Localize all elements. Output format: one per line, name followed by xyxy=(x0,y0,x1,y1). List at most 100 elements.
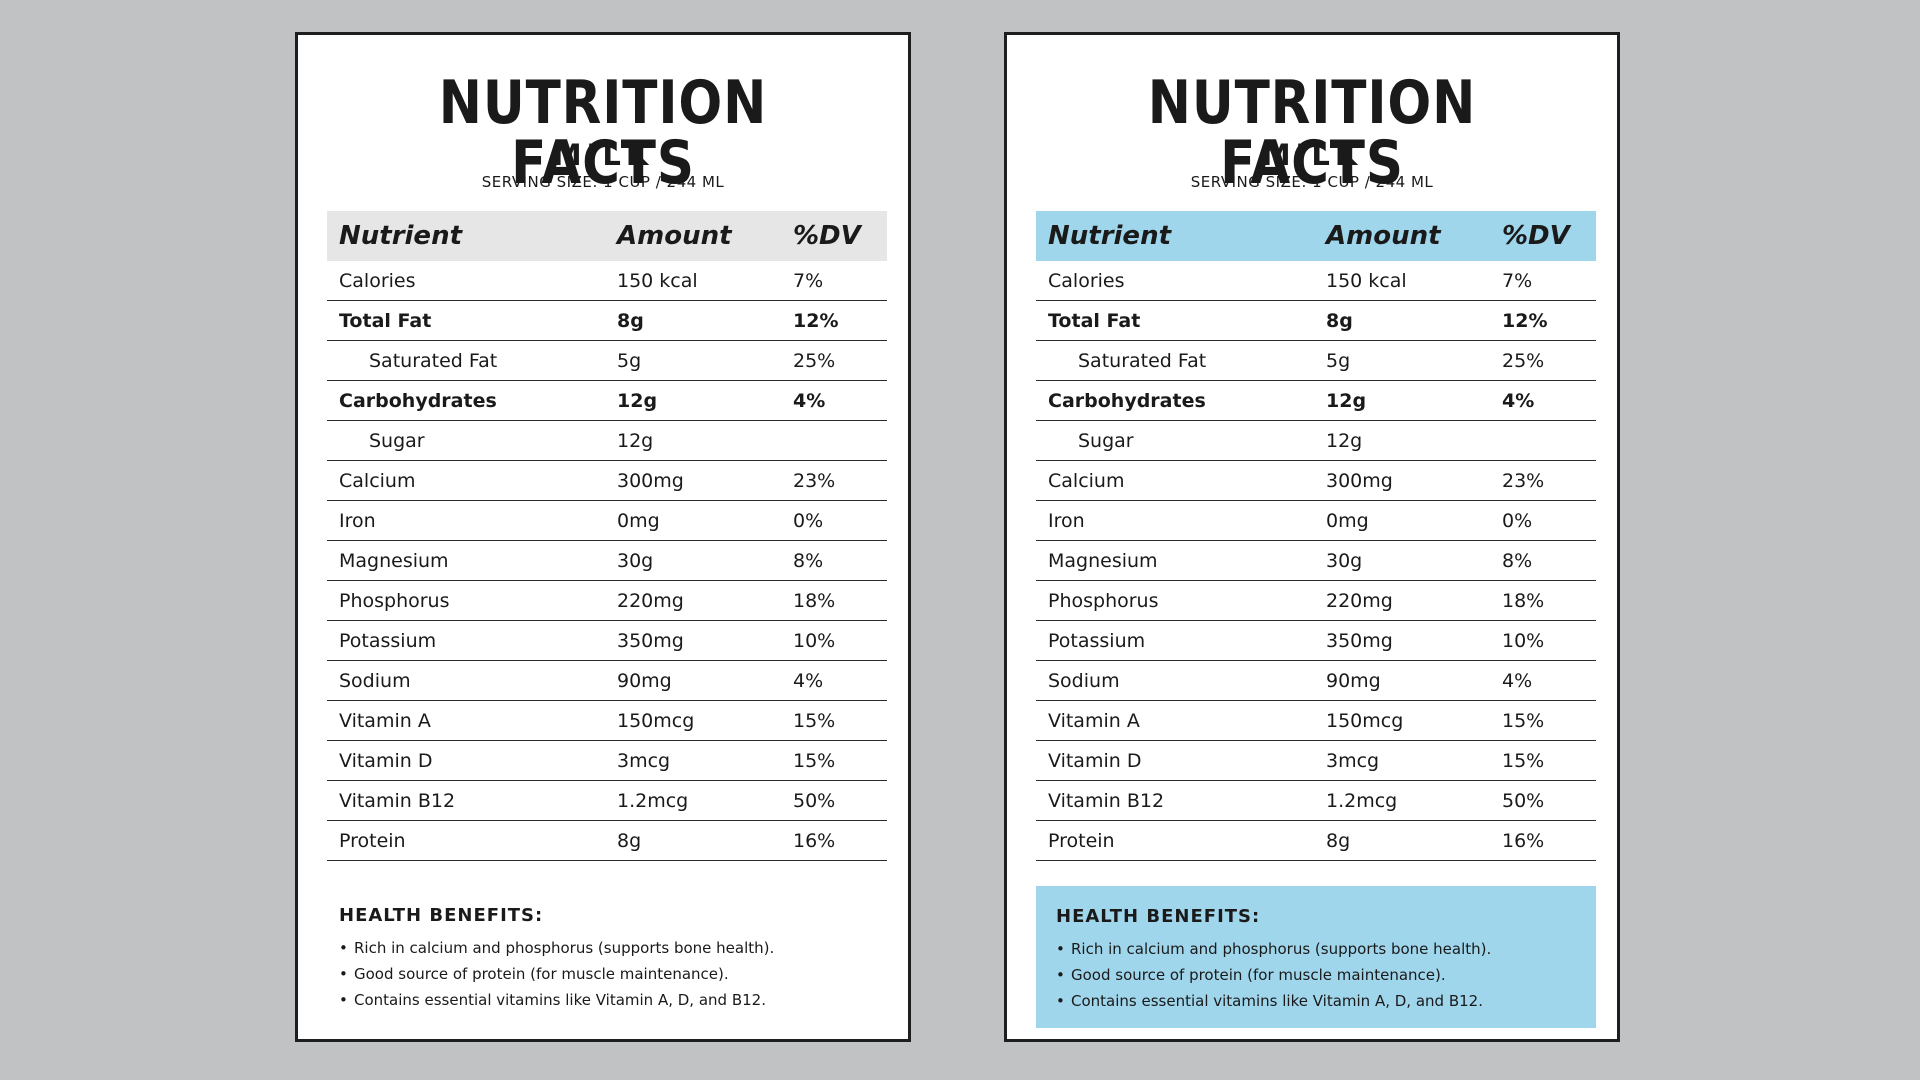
table-row: Protein 8g 16% xyxy=(327,821,887,861)
table-row: Vitamin D 3mcg 15% xyxy=(327,741,887,781)
header-amount: Amount xyxy=(617,221,732,251)
table-row: Vitamin A 150mcg 15% xyxy=(327,701,887,741)
table-row: Calcium 300mg 23% xyxy=(327,461,887,501)
row-dv: 12% xyxy=(1502,310,1548,332)
row-amount: 8g xyxy=(1326,830,1351,852)
benefit-item: Good source of protein (for muscle maint… xyxy=(1056,962,1596,988)
row-amount: 350mg xyxy=(617,630,684,652)
row-nutrient: Iron xyxy=(1048,510,1085,532)
benefit-item: Rich in calcium and phosphorus (supports… xyxy=(1056,936,1596,962)
table-header: Nutrient Amount %DV xyxy=(327,211,887,261)
row-dv: 15% xyxy=(1502,710,1545,732)
row-dv: 10% xyxy=(1502,630,1545,652)
row-amount: 150 kcal xyxy=(1326,270,1407,292)
benefit-item: Rich in calcium and phosphorus (supports… xyxy=(339,935,887,961)
row-amount: 1.2mcg xyxy=(617,790,689,812)
table-row: Protein 8g 16% xyxy=(1036,821,1596,861)
row-amount: 150mcg xyxy=(617,710,695,732)
row-dv: 15% xyxy=(793,710,836,732)
row-dv: 18% xyxy=(793,590,836,612)
table-row: Sugar 12g xyxy=(1036,421,1596,461)
row-amount: 30g xyxy=(1326,550,1363,572)
row-nutrient: Vitamin B12 xyxy=(1048,790,1165,812)
nutrition-label-gray: NUTRITION FACTS MILK SERVING SIZE: 1 CUP… xyxy=(295,32,911,1042)
row-nutrient: Vitamin D xyxy=(339,750,433,772)
table-row: Calories 150 kcal 7% xyxy=(1036,261,1596,301)
row-dv: 12% xyxy=(793,310,839,332)
row-amount: 8g xyxy=(617,310,644,332)
row-dv: 50% xyxy=(1502,790,1545,812)
row-nutrient: Iron xyxy=(339,510,376,532)
row-dv: 0% xyxy=(1502,510,1533,532)
nutrition-label-blue: NUTRITION FACTS MILK SERVING SIZE: 1 CUP… xyxy=(1004,32,1620,1042)
table-row: Saturated Fat 5g 25% xyxy=(327,341,887,381)
table-row: Iron 0mg 0% xyxy=(327,501,887,541)
row-nutrient: Protein xyxy=(339,830,406,852)
row-nutrient: Phosphorus xyxy=(1048,590,1159,612)
table-row: Total Fat 8g 12% xyxy=(1036,301,1596,341)
row-dv: 50% xyxy=(793,790,836,812)
serving-size: SERVING SIZE: 1 CUP / 244 ML xyxy=(481,173,725,191)
health-benefits: HEALTH BENEFITS: Rich in calcium and pho… xyxy=(1036,886,1596,1028)
row-nutrient: Saturated Fat xyxy=(1078,350,1207,372)
row-nutrient: Carbohydrates xyxy=(1048,390,1206,412)
table-row: Sodium 90mg 4% xyxy=(1036,661,1596,701)
row-dv: 4% xyxy=(1502,670,1533,692)
row-amount: 300mg xyxy=(1326,470,1393,492)
row-amount: 220mg xyxy=(617,590,684,612)
row-dv: 15% xyxy=(1502,750,1545,772)
row-amount: 300mg xyxy=(617,470,684,492)
row-amount: 90mg xyxy=(1326,670,1381,692)
row-dv: 16% xyxy=(793,830,836,852)
table-row: Carbohydrates 12g 4% xyxy=(1036,381,1596,421)
label-title: NUTRITION FACTS xyxy=(438,68,768,198)
benefit-item: Contains essential vitamins like Vitamin… xyxy=(1056,988,1596,1014)
table-row: Phosphorus 220mg 18% xyxy=(1036,581,1596,621)
benefits-heading: HEALTH BENEFITS: xyxy=(339,905,544,926)
table-row: Potassium 350mg 10% xyxy=(1036,621,1596,661)
benefits-heading: HEALTH BENEFITS: xyxy=(1056,906,1261,927)
row-amount: 5g xyxy=(1326,350,1351,372)
row-dv: 7% xyxy=(1502,270,1533,292)
row-amount: 30g xyxy=(617,550,654,572)
row-nutrient: Vitamin B12 xyxy=(339,790,456,812)
row-amount: 1.2mcg xyxy=(1326,790,1398,812)
row-nutrient: Potassium xyxy=(339,630,437,652)
table-row: Phosphorus 220mg 18% xyxy=(327,581,887,621)
row-dv: 25% xyxy=(1502,350,1545,372)
table-header: Nutrient Amount %DV xyxy=(1036,211,1596,261)
table-row: Potassium 350mg 10% xyxy=(327,621,887,661)
table-row: Magnesium 30g 8% xyxy=(1036,541,1596,581)
row-amount: 0mg xyxy=(1326,510,1369,532)
row-dv: 4% xyxy=(793,670,824,692)
row-dv: 23% xyxy=(1502,470,1545,492)
row-amount: 150mcg xyxy=(1326,710,1404,732)
row-nutrient: Sugar xyxy=(1078,430,1134,452)
row-nutrient: Sugar xyxy=(369,430,425,452)
row-nutrient: Carbohydrates xyxy=(339,390,497,412)
row-nutrient: Total Fat xyxy=(339,310,432,332)
row-amount: 220mg xyxy=(1326,590,1393,612)
row-nutrient: Sodium xyxy=(1048,670,1120,692)
row-dv: 23% xyxy=(793,470,836,492)
row-dv: 18% xyxy=(1502,590,1545,612)
table-row: Calories 150 kcal 7% xyxy=(327,261,887,301)
row-nutrient: Vitamin D xyxy=(1048,750,1142,772)
row-nutrient: Calcium xyxy=(339,470,416,492)
row-nutrient: Calories xyxy=(1048,270,1125,292)
header-dv: %DV xyxy=(793,221,861,251)
row-amount: 5g xyxy=(617,350,642,372)
row-amount: 3mcg xyxy=(1326,750,1380,772)
row-dv: 4% xyxy=(1502,390,1535,412)
row-dv: 8% xyxy=(793,550,824,572)
row-dv: 8% xyxy=(1502,550,1533,572)
table-row: Vitamin B12 1.2mcg 50% xyxy=(1036,781,1596,821)
benefit-item: Good source of protein (for muscle maint… xyxy=(339,961,887,987)
header-nutrient: Nutrient xyxy=(339,221,463,251)
nutrient-table: Nutrient Amount %DV Calories 150 kcal 7% T… xyxy=(1036,211,1596,861)
table-row: Sugar 12g xyxy=(327,421,887,461)
table-row: Total Fat 8g 12% xyxy=(327,301,887,341)
row-amount: 8g xyxy=(1326,310,1353,332)
row-nutrient: Potassium xyxy=(1048,630,1146,652)
